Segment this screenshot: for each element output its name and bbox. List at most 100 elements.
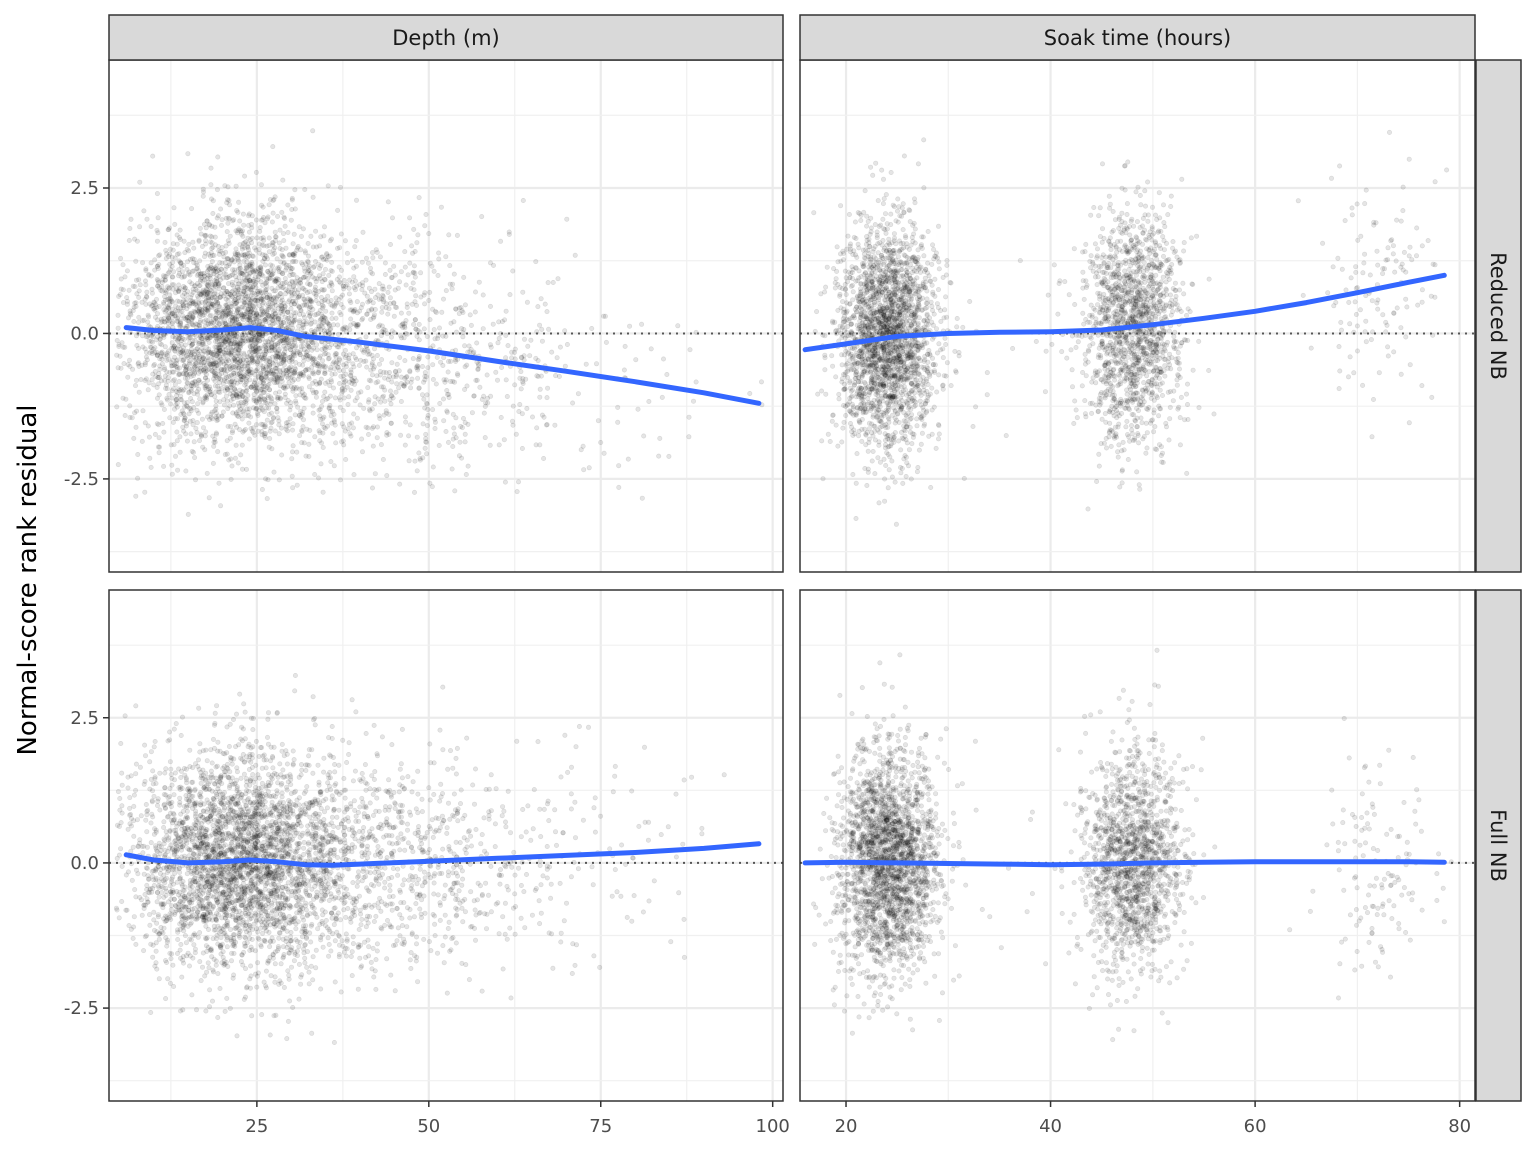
data-point	[264, 294, 270, 300]
data-point	[209, 409, 215, 415]
data-point	[240, 338, 246, 344]
data-point	[214, 336, 220, 342]
data-point	[136, 389, 142, 395]
data-point	[267, 292, 273, 298]
data-point	[331, 463, 337, 469]
data-point	[287, 366, 293, 372]
data-point	[554, 355, 560, 361]
data-point	[422, 301, 428, 307]
data-point	[117, 292, 123, 298]
data-point	[275, 379, 281, 385]
data-point	[186, 241, 192, 247]
data-point	[171, 442, 177, 448]
data-point	[281, 238, 287, 244]
data-point	[200, 312, 206, 318]
data-point	[281, 216, 287, 222]
data-point	[201, 270, 207, 276]
data-point	[211, 364, 217, 370]
data-point	[194, 266, 200, 272]
data-point	[177, 259, 183, 265]
data-point	[231, 351, 237, 357]
data-point	[226, 350, 232, 356]
data-point	[245, 316, 251, 322]
data-point	[404, 379, 410, 385]
data-point	[189, 342, 195, 348]
data-point	[398, 323, 404, 329]
data-point	[306, 441, 312, 447]
data-point	[271, 320, 277, 326]
data-point	[833, 374, 839, 380]
data-point	[664, 371, 670, 377]
data-point	[251, 385, 257, 391]
data-point	[287, 407, 293, 413]
data-point	[443, 333, 449, 339]
data-point	[259, 312, 265, 318]
data-point	[223, 358, 229, 364]
data-point	[242, 299, 248, 305]
data-point	[294, 350, 300, 356]
data-point	[225, 311, 231, 317]
data-point	[329, 282, 335, 288]
data-point	[257, 315, 263, 321]
data-point	[232, 291, 238, 297]
data-point	[154, 352, 160, 358]
data-point	[215, 358, 221, 364]
data-point	[223, 359, 229, 365]
data-point	[289, 287, 295, 293]
data-point	[462, 343, 468, 349]
data-point	[325, 183, 331, 189]
data-point	[944, 314, 950, 320]
data-point	[234, 393, 240, 399]
data-point	[202, 303, 208, 309]
data-point	[211, 376, 217, 382]
grid-lines	[109, 60, 1475, 1101]
data-point	[389, 379, 395, 385]
data-point	[327, 408, 333, 414]
data-point	[274, 374, 280, 380]
data-point	[488, 344, 494, 350]
data-point	[317, 413, 323, 419]
data-point	[239, 312, 245, 318]
data-point	[280, 231, 286, 237]
data-point	[352, 244, 358, 250]
data-point	[206, 495, 212, 501]
data-point	[279, 253, 285, 259]
data-point	[278, 425, 284, 431]
data-point	[183, 431, 189, 437]
data-point	[254, 400, 260, 406]
data-point	[190, 315, 196, 321]
data-point	[196, 359, 202, 365]
data-point	[266, 387, 272, 393]
data-point	[289, 473, 295, 479]
data-point	[290, 421, 296, 427]
data-point	[202, 309, 208, 315]
data-point	[885, 485, 891, 491]
data-point	[460, 309, 466, 315]
data-point	[211, 271, 217, 277]
data-point	[314, 342, 320, 348]
data-point	[274, 362, 280, 368]
data-point	[143, 301, 149, 307]
data-point	[252, 344, 258, 350]
data-point	[595, 418, 601, 424]
data-point	[246, 307, 252, 313]
data-point	[254, 269, 260, 275]
data-point	[414, 333, 420, 339]
data-point	[216, 345, 222, 351]
data-point	[233, 442, 239, 448]
data-point	[127, 357, 133, 363]
data-point	[245, 359, 251, 365]
data-point	[170, 319, 176, 325]
data-point	[245, 244, 251, 250]
data-point	[224, 200, 230, 206]
data-point	[455, 372, 461, 378]
data-point	[387, 267, 393, 273]
data-point	[192, 361, 198, 367]
data-point	[194, 389, 200, 395]
data-point	[136, 345, 142, 351]
data-point	[318, 294, 324, 300]
data-point	[318, 263, 324, 269]
data-point	[176, 299, 182, 305]
data-point	[214, 415, 220, 421]
data-point	[881, 196, 887, 202]
